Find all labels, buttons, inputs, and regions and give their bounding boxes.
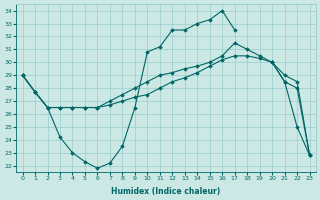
X-axis label: Humidex (Indice chaleur): Humidex (Indice chaleur) xyxy=(111,187,221,196)
